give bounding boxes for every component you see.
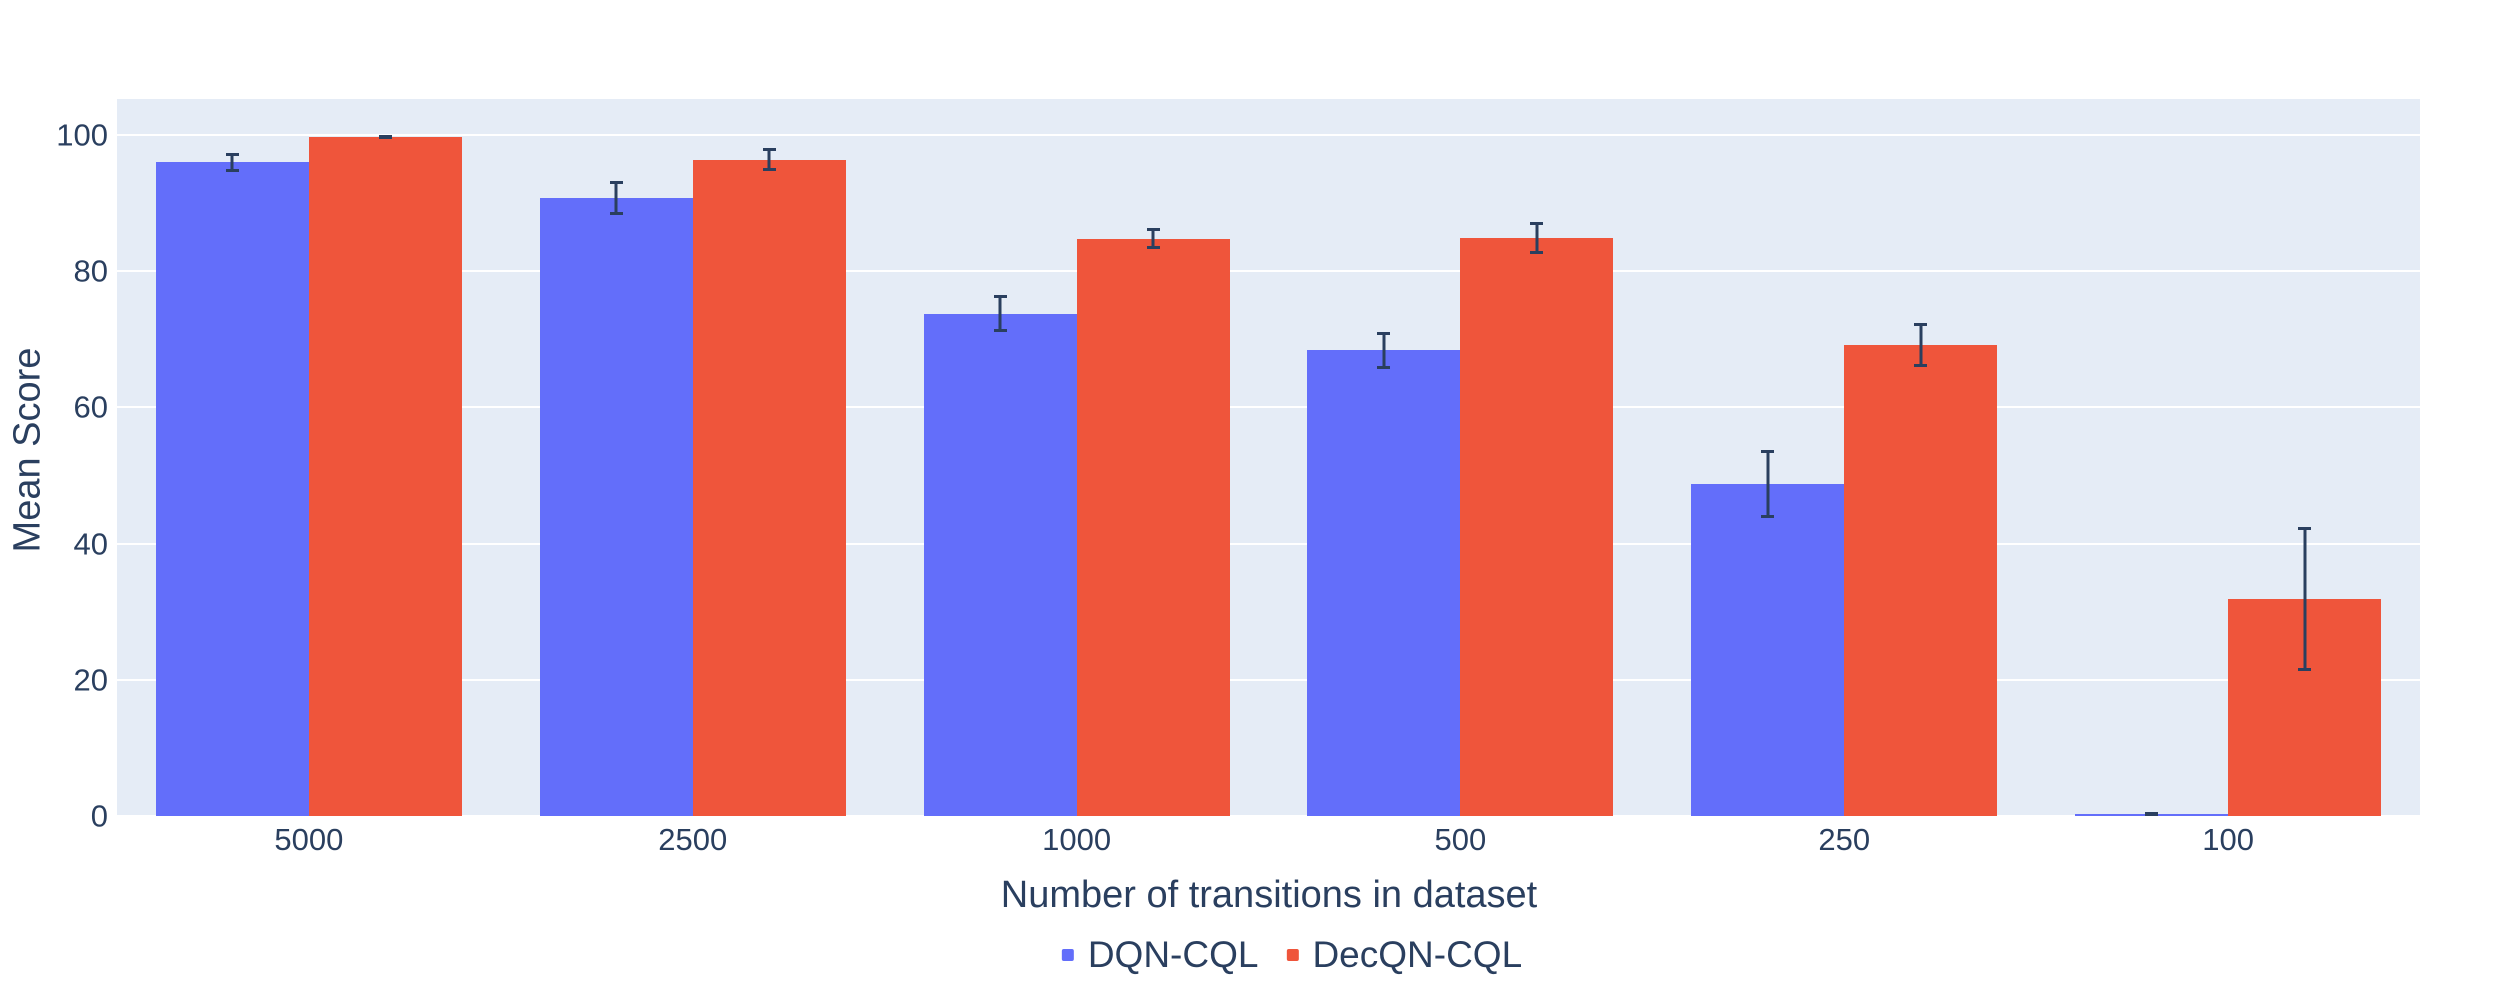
error-bar-decqn-cql-5000	[378, 135, 392, 140]
error-bar-line	[998, 295, 1002, 332]
error-bar-cap	[993, 295, 1007, 299]
plot-area	[117, 99, 2420, 817]
error-bar-cap	[1146, 227, 1160, 231]
bar-dqn-cql-500	[1307, 350, 1461, 816]
legend-label: DQN-CQL	[1087, 934, 1259, 975]
bar-decqn-cql-5000	[308, 137, 462, 816]
y-tick-label-80: 80	[73, 253, 108, 289]
error-bar-decqn-cql-2500	[762, 148, 776, 172]
x-tick-label-5000: 5000	[274, 822, 344, 857]
bar-dqn-cql-250	[1691, 484, 1845, 816]
gridline-y-60	[117, 406, 2420, 409]
y-tick-label-40: 40	[73, 526, 108, 562]
error-bar-cap	[378, 136, 392, 140]
error-bar-cap	[1914, 323, 1928, 327]
gridline-y-80	[117, 270, 2420, 273]
error-bar-line	[1535, 221, 1539, 255]
gridline-y-0	[117, 815, 2420, 817]
bar-decqn-cql-2500	[692, 159, 846, 816]
error-bar-dqn-cql-500	[1377, 331, 1391, 369]
y-tick-label-100: 100	[56, 117, 108, 153]
error-bar-line	[2303, 526, 2307, 671]
legend: DQN-CQL DecQN-CQL	[1061, 934, 1522, 975]
error-bar-cap	[993, 328, 1007, 332]
x-axis-title: Number of transitions in dataset	[1000, 874, 1538, 916]
error-bar-dqn-cql-100	[2145, 811, 2159, 816]
legend-marker-blue-icon	[1061, 948, 1074, 961]
error-bar-cap	[225, 152, 239, 156]
gridline-y-100	[117, 134, 2420, 137]
error-bar-cap	[1377, 331, 1391, 335]
error-bar-cap	[2298, 667, 2312, 671]
error-bar-cap	[1914, 363, 1928, 367]
bar-decqn-cql-250	[1844, 344, 1998, 816]
y-axis-title: Mean Score	[6, 347, 49, 553]
error-bar-dqn-cql-250	[1761, 450, 1775, 519]
error-bar-cap	[762, 148, 776, 152]
bar-dqn-cql-5000	[155, 162, 309, 816]
y-tick-label-20: 20	[73, 662, 108, 698]
y-tick-label-60: 60	[73, 389, 108, 425]
error-bar-line	[1382, 331, 1386, 369]
x-tick-label-500: 500	[1434, 822, 1487, 857]
error-bar-line	[614, 180, 618, 215]
error-bar-cap	[2298, 526, 2312, 530]
bar-dqn-cql-1000	[923, 313, 1077, 816]
legend-item-decqn-cql[interactable]: DecQN-CQL	[1286, 936, 1522, 973]
error-bar-cap	[1377, 365, 1391, 369]
error-bar-dqn-cql-5000	[225, 152, 239, 172]
y-tick-label-0: 0	[90, 798, 108, 834]
gridline-y-40	[117, 542, 2420, 545]
error-bar-dqn-cql-2500	[609, 180, 623, 215]
legend-item-dqn-cql[interactable]: DQN-CQL	[1061, 934, 1259, 975]
error-bar-cap	[2145, 813, 2159, 816]
error-bar-decqn-cql-250	[1914, 323, 1928, 367]
error-bar-cap	[609, 180, 623, 184]
error-bar-decqn-cql-500	[1530, 221, 1544, 255]
error-bar-line	[1919, 323, 1923, 367]
error-bar-cap	[1530, 251, 1544, 255]
error-bar-cap	[762, 168, 776, 172]
bar-dqn-cql-2500	[539, 197, 693, 816]
x-tick-label-250: 250	[1818, 822, 1871, 857]
error-bar-cap	[1761, 515, 1775, 519]
error-bar-line	[1766, 450, 1770, 519]
error-bar-cap	[225, 168, 239, 172]
error-bar-line	[1151, 227, 1155, 250]
error-bar-cap	[1530, 221, 1544, 225]
error-bar-cap	[1761, 450, 1775, 454]
error-bar-line	[767, 148, 771, 172]
x-tick-label-1000: 1000	[1042, 822, 1112, 857]
error-bar-cap	[1146, 246, 1160, 250]
error-bar-line	[230, 152, 234, 172]
legend-marker-red-icon	[1286, 948, 1299, 961]
bar-decqn-cql-500	[1460, 237, 1614, 816]
error-bar-decqn-cql-1000	[1146, 227, 1160, 250]
error-bar-decqn-cql-100	[2298, 526, 2312, 671]
error-bar-cap	[609, 211, 623, 215]
x-tick-label-2500: 2500	[658, 822, 728, 857]
gridline-y-20	[117, 678, 2420, 681]
bar-decqn-cql-1000	[1076, 238, 1230, 816]
x-tick-label-100: 100	[2202, 822, 2254, 857]
legend-label: DecQN-CQL	[1312, 934, 1523, 975]
error-bar-dqn-cql-1000	[993, 295, 1007, 332]
